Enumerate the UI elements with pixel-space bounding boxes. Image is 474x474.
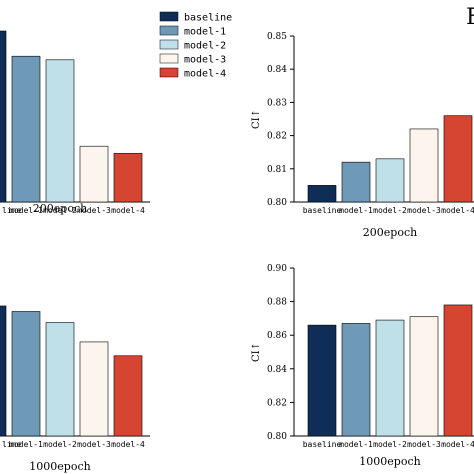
x-tick-label: model-2	[373, 440, 407, 449]
bar-model-1	[341, 161, 371, 203]
y-tick-label: 0.81	[267, 165, 287, 175]
y-axis-label: CI↑	[251, 109, 262, 129]
bar-model-3	[79, 341, 109, 437]
bar-baseline	[307, 185, 337, 203]
x-tick-label: model-3	[77, 206, 111, 215]
x-tick-label: model-1	[9, 440, 43, 449]
x-tick-label: model-1	[339, 440, 373, 449]
legend-swatch-model-3	[159, 53, 179, 64]
legend-swatch-baseline	[159, 11, 179, 22]
legend-label-model-4: model-4	[184, 69, 226, 80]
x-tick-label: model-4	[441, 206, 474, 215]
x-tick-label: model-1	[339, 206, 373, 215]
y-tick-label: 0.84	[267, 65, 287, 75]
page-fragment-text: F	[466, 5, 474, 30]
chart-caption: 1000epoch	[29, 460, 90, 473]
y-tick-label: 0.83	[267, 98, 287, 108]
y-tick-label: 0.80	[267, 198, 287, 208]
legend: baseline model-1 model-2 model-3 model-4	[159, 11, 232, 80]
x-tick-label: line	[2, 206, 21, 215]
bar-model-4	[113, 355, 143, 437]
y-tick-label: 0.84	[267, 365, 287, 375]
chart-bottom-right: 0.800.820.840.860.880.90CI↑baselinemodel…	[251, 264, 474, 468]
y-tick-label: 0.82	[267, 132, 287, 142]
bar-model-4	[443, 115, 473, 203]
y-tick-label: 0.88	[267, 298, 287, 308]
bar-baseline	[0, 305, 7, 437]
chart-caption: 200epoch	[363, 226, 417, 239]
y-tick-label: 0.86	[267, 331, 287, 341]
legend-swatch-model-4	[159, 67, 179, 78]
bar-model-2	[375, 319, 405, 437]
bar-model-3	[409, 128, 439, 203]
y-axis-label: CI↑	[251, 342, 262, 362]
x-tick-label: model-3	[77, 440, 111, 449]
chart-caption: 200epoch	[33, 202, 87, 215]
x-tick-label: model-2	[43, 440, 77, 449]
x-tick-label: model-4	[111, 206, 145, 215]
y-tick-label: 0.90	[267, 264, 287, 274]
bar-model-1	[341, 323, 371, 437]
x-tick-label: line	[2, 440, 21, 449]
x-tick-label: model-1	[9, 206, 43, 215]
x-tick-label: baseline	[303, 440, 342, 449]
legend-label-model-1: model-1	[184, 27, 226, 38]
y-tick-label: 0.85	[267, 32, 287, 42]
legend-label-model-3: model-3	[184, 55, 226, 66]
bar-model-2	[375, 158, 405, 203]
x-tick-label: model-4	[111, 440, 145, 449]
bar-model-3	[409, 316, 439, 437]
y-tick-label: 0.80	[267, 432, 287, 442]
bar-model-3	[79, 145, 109, 203]
bar-baseline	[0, 30, 7, 203]
x-tick-label: model-3	[407, 440, 441, 449]
legend-swatch-model-1	[159, 25, 179, 36]
legend-label-baseline: baseline	[184, 13, 232, 24]
bar-baseline	[307, 324, 337, 437]
chart-top-right: 0.800.810.820.830.840.85CI↑baselinemodel…	[251, 32, 474, 239]
bar-model-4	[113, 153, 143, 203]
x-tick-label: model-2	[373, 206, 407, 215]
legend-swatch-model-2	[159, 39, 179, 50]
legend-label-model-2: model-2	[184, 41, 226, 52]
bar-model-2	[45, 59, 75, 203]
x-tick-label: model-2	[43, 206, 77, 215]
x-tick-label: model-4	[441, 440, 474, 449]
bar-model-1	[11, 311, 41, 437]
x-tick-label: model-3	[407, 206, 441, 215]
y-tick-label: 0.82	[267, 398, 287, 408]
chart-caption: 1000epoch	[359, 455, 420, 468]
bar-model-4	[443, 304, 473, 437]
bar-model-1	[11, 55, 41, 203]
bar-model-2	[45, 322, 75, 437]
x-tick-label: baseline	[303, 206, 342, 215]
